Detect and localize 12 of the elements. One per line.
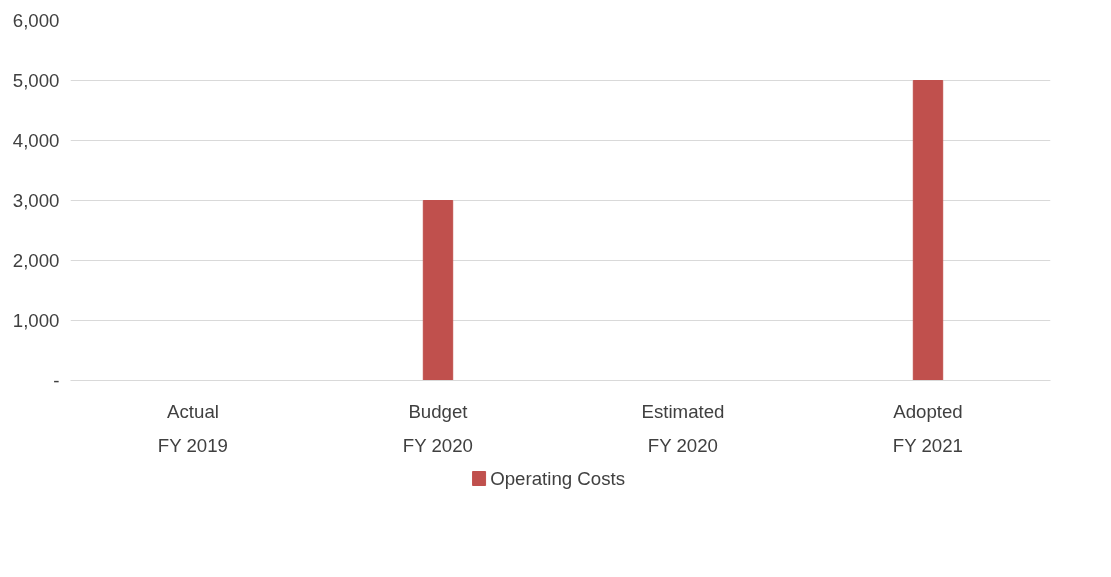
- legend-label: Operating Costs: [490, 468, 626, 489]
- category-label: Adopted FY 2021: [892, 400, 963, 456]
- y-tick-label: 3,000: [12, 190, 60, 211]
- y-tick-label: 2,000: [12, 250, 60, 271]
- y-tick-label: 5,000: [12, 70, 60, 91]
- y-tick-label: 1,000: [12, 310, 60, 331]
- category-label: Estimated FY 2020: [641, 400, 725, 456]
- y-tick-label: 6,000: [12, 10, 60, 31]
- y-tick-label: -: [53, 370, 60, 391]
- category-label: Actual FY 2019: [157, 400, 228, 456]
- y-tick-label: 4,000: [12, 130, 60, 151]
- category-label: Budget FY 2020: [402, 400, 473, 456]
